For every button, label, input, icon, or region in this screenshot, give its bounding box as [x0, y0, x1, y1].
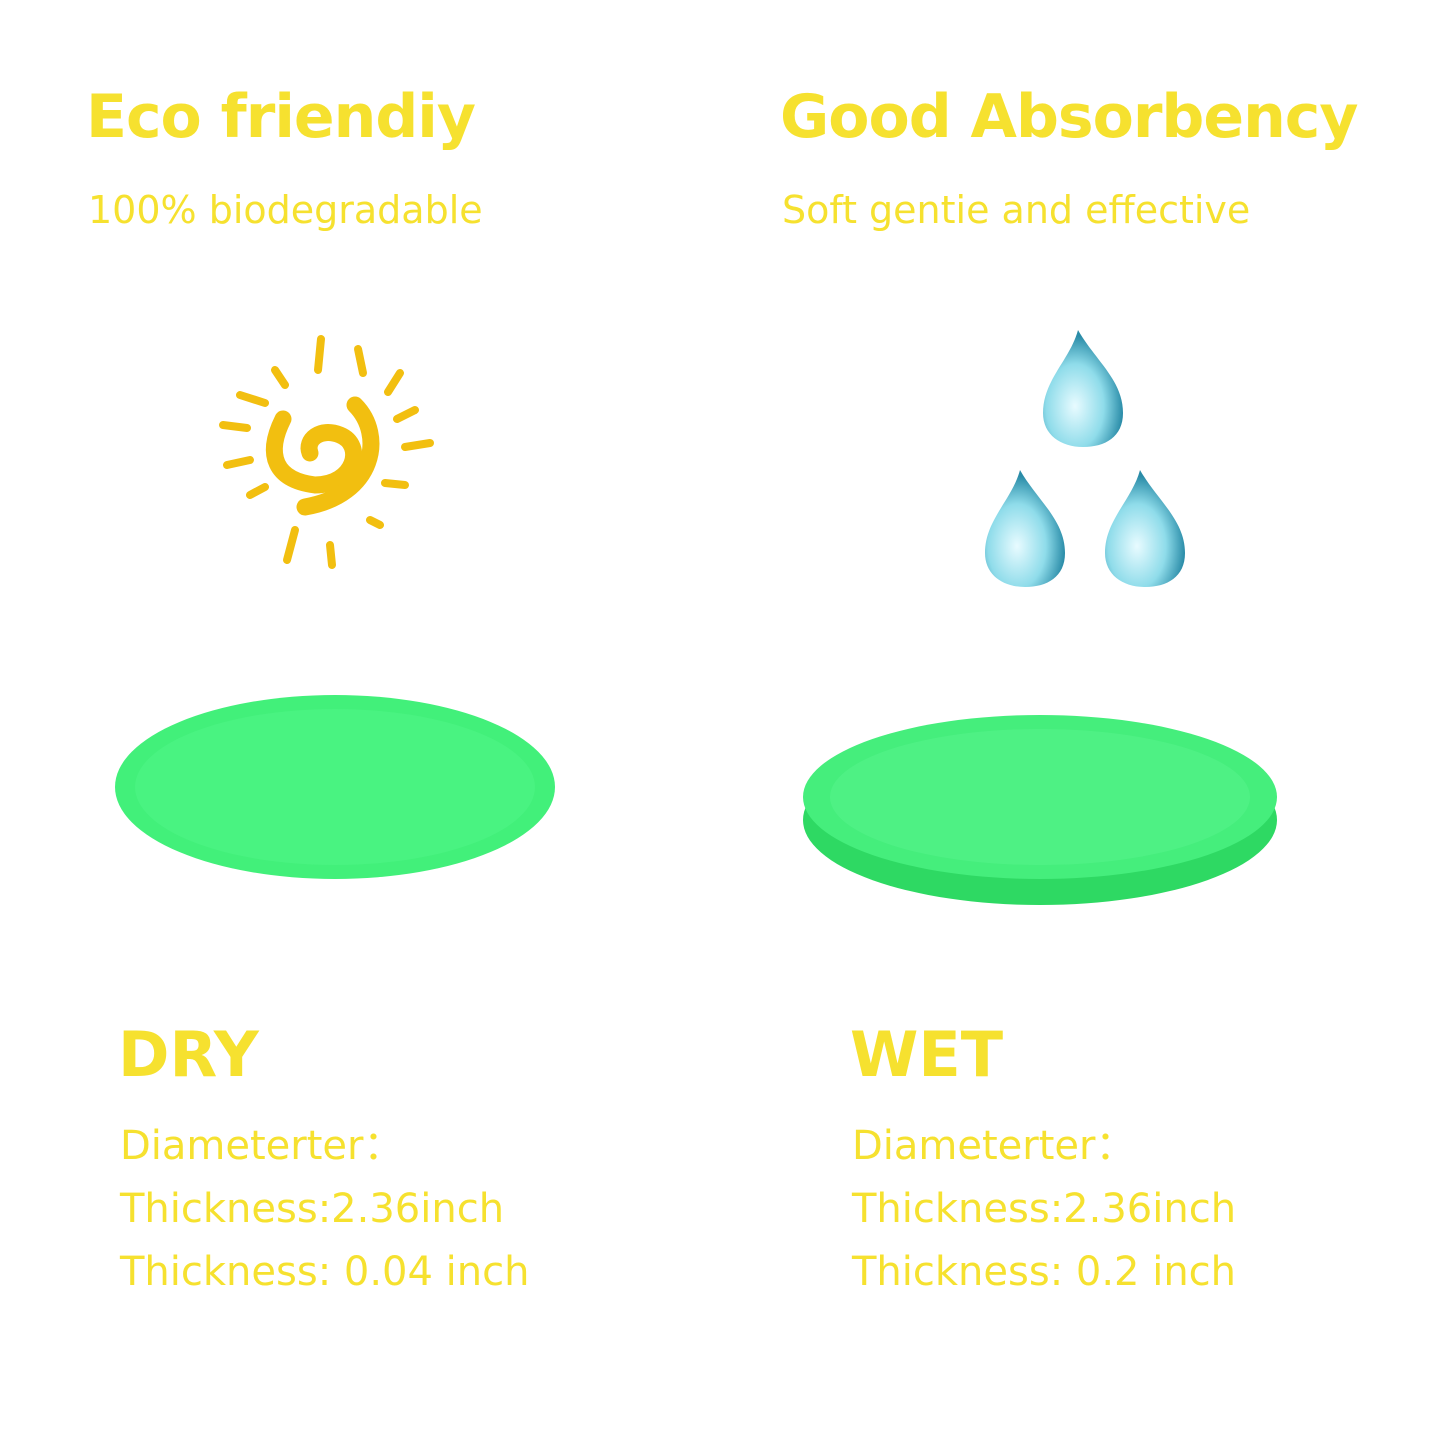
water-drop [1043, 330, 1123, 447]
good-absorbency-title: Good Absorbency [780, 82, 1358, 152]
wet-thickness-2: Thickness: 0.2 inch [852, 1249, 1237, 1295]
water-drop [1105, 470, 1185, 587]
soft-gentle-subtitle: Soft gentie and effective [782, 188, 1251, 232]
dry-thickness-1: Thickness:2.36inch [120, 1186, 505, 1232]
dry-thickness-2: Thickness: 0.04 inch [120, 1249, 530, 1295]
wet-label: WET [850, 1018, 1004, 1091]
sun-icon [219, 335, 434, 569]
dry-label: DRY [118, 1018, 259, 1091]
water-drop [985, 470, 1065, 587]
dry-specs: Diameterter： Thickness:2.36inch Thicknes… [120, 1115, 529, 1304]
biodegradable-subtitle: 100% biodegradable [88, 188, 483, 232]
dry-sponge-image [115, 695, 555, 879]
wet-specs: Diameterter： Thickness:2.36inch Thicknes… [852, 1115, 1236, 1304]
dry-diameter: Diameterter： [120, 1123, 404, 1169]
wet-sponge-image [803, 715, 1277, 905]
eco-friendly-title: Eco friendiy [86, 82, 476, 152]
wet-diameter: Diameterter： [852, 1123, 1136, 1169]
water-drops-icon [985, 330, 1185, 587]
wet-thickness-1: Thickness:2.36inch [852, 1186, 1237, 1232]
